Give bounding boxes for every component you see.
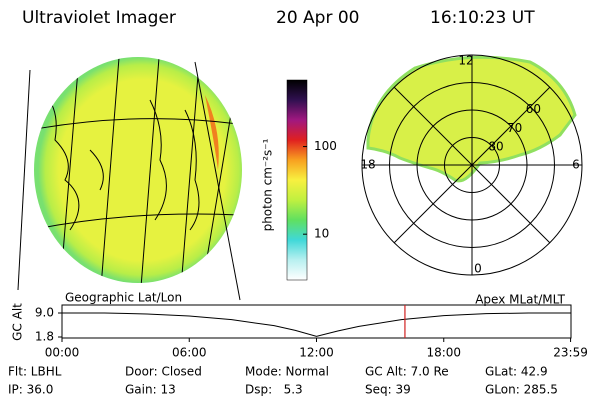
timeline-right-label: Apex MLat/MLT [475,293,565,307]
x-tick-label: 23:59 [553,346,588,360]
instrument: Ultraviolet Imager [22,8,176,28]
lat-label: 60 [526,102,541,116]
altitude-line [62,312,571,337]
y-tick-label: 1.8 [35,330,54,344]
timeline-y-label: GC Alt [11,303,25,341]
colorbar-tick-label: 100 [314,139,337,153]
info-field: Seq: 39 [365,383,411,397]
y-tick-label: 9.0 [35,306,54,320]
lat-label: 80 [488,140,503,154]
mlt-label: 12 [458,54,473,68]
x-tick-label: 06:00 [172,346,207,360]
info-field: Gain: 13 [125,383,176,397]
info-field: GC Alt: 7.0 Re [365,365,449,379]
x-tick-label: 18:00 [426,346,461,360]
date: 20 Apr 00 [276,8,359,28]
info-field: Mode: Normal [245,365,329,379]
globe-image [17,57,242,301]
time: 16:10:23 UT [430,8,535,28]
colorbar-tick-label: 10 [314,227,329,241]
info-field: GLat: 42.9 [485,365,548,379]
x-tick-label: 00:00 [45,346,80,360]
mlt-label: 0 [474,262,482,276]
info-field: IP: 36.0 [8,383,53,397]
info-field: Flt: LBHL [8,365,62,379]
timeline-frame [61,304,572,339]
mlt-label: 18 [360,158,375,172]
colorbar-label: photon cm⁻²s⁻¹ [261,138,275,231]
info-field: GLon: 285.5 [485,383,558,397]
mlt-label: 6 [572,158,580,172]
lat-ring [416,109,528,221]
info-field: Door: Closed [125,365,202,379]
lat-label: 70 [507,121,522,135]
lat-ring [444,137,500,193]
colorbar [286,79,308,281]
lat-ring [389,82,555,248]
x-tick-label: 12:00 [299,346,334,360]
timeline-left-label: Geographic Lat/Lon [65,291,182,305]
info-field: Dsp: 5.3 [245,383,303,397]
